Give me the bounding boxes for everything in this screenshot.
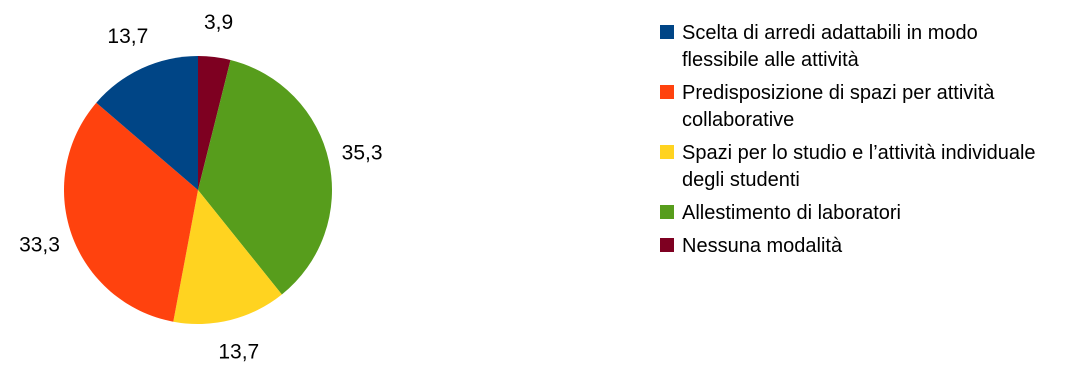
data-label-nessuna: 3,9	[204, 11, 233, 34]
data-label-spazi-studio: 13,7	[218, 341, 259, 364]
data-label-spazi-collaborativi: 33,3	[19, 233, 60, 256]
legend-label-arredi: Scelta di arredi adattabili in modo fles…	[682, 22, 978, 71]
legend-label-spazi-collaborativi: Predisposizione di spazi per attività co…	[682, 82, 995, 131]
legend-label-nessuna: Nessuna modalità	[682, 235, 843, 257]
legend-swatch-arredi	[660, 25, 674, 39]
pie-chart: 3,9 35,3 13,7 33,3 13,7	[19, 11, 382, 364]
legend-label-spazi-studio: Spazi per lo studio e l’attività individ…	[682, 142, 1036, 191]
data-label-arredi: 13,7	[107, 25, 148, 48]
legend-swatch-laboratori	[660, 205, 674, 219]
legend-swatch-spazi-collaborativi	[660, 85, 674, 99]
legend-item-spazi-studio: Spazi per lo studio e l’attività individ…	[660, 140, 1080, 194]
pie-slice-arredi	[96, 56, 198, 190]
legend-item-spazi-collaborativi: Predisposizione di spazi per attività co…	[660, 80, 1080, 134]
legend-label-laboratori: Allestimento di laboratori	[682, 202, 901, 224]
legend-swatch-nessuna	[660, 238, 674, 252]
legend-item-nessuna: Nessuna modalità	[660, 233, 1080, 260]
legend: Scelta di arredi adattabili in modo fles…	[660, 20, 1080, 266]
pie-data-labels: 3,9 35,3 13,7 33,3 13,7	[19, 11, 382, 364]
pie-slices	[63, 56, 332, 324]
legend-swatch-spazi-studio	[660, 145, 674, 159]
legend-item-laboratori: Allestimento di laboratori	[660, 200, 1080, 227]
pie-slice-laboratori	[198, 60, 332, 295]
legend-item-arredi: Scelta di arredi adattabili in modo fles…	[660, 20, 1080, 74]
pie-slice-nessuna	[198, 56, 231, 190]
data-label-laboratori: 35,3	[342, 142, 383, 165]
pie-slice-spazi-collaborativi	[63, 102, 198, 322]
pie-slice-spazi-studio	[173, 190, 282, 324]
